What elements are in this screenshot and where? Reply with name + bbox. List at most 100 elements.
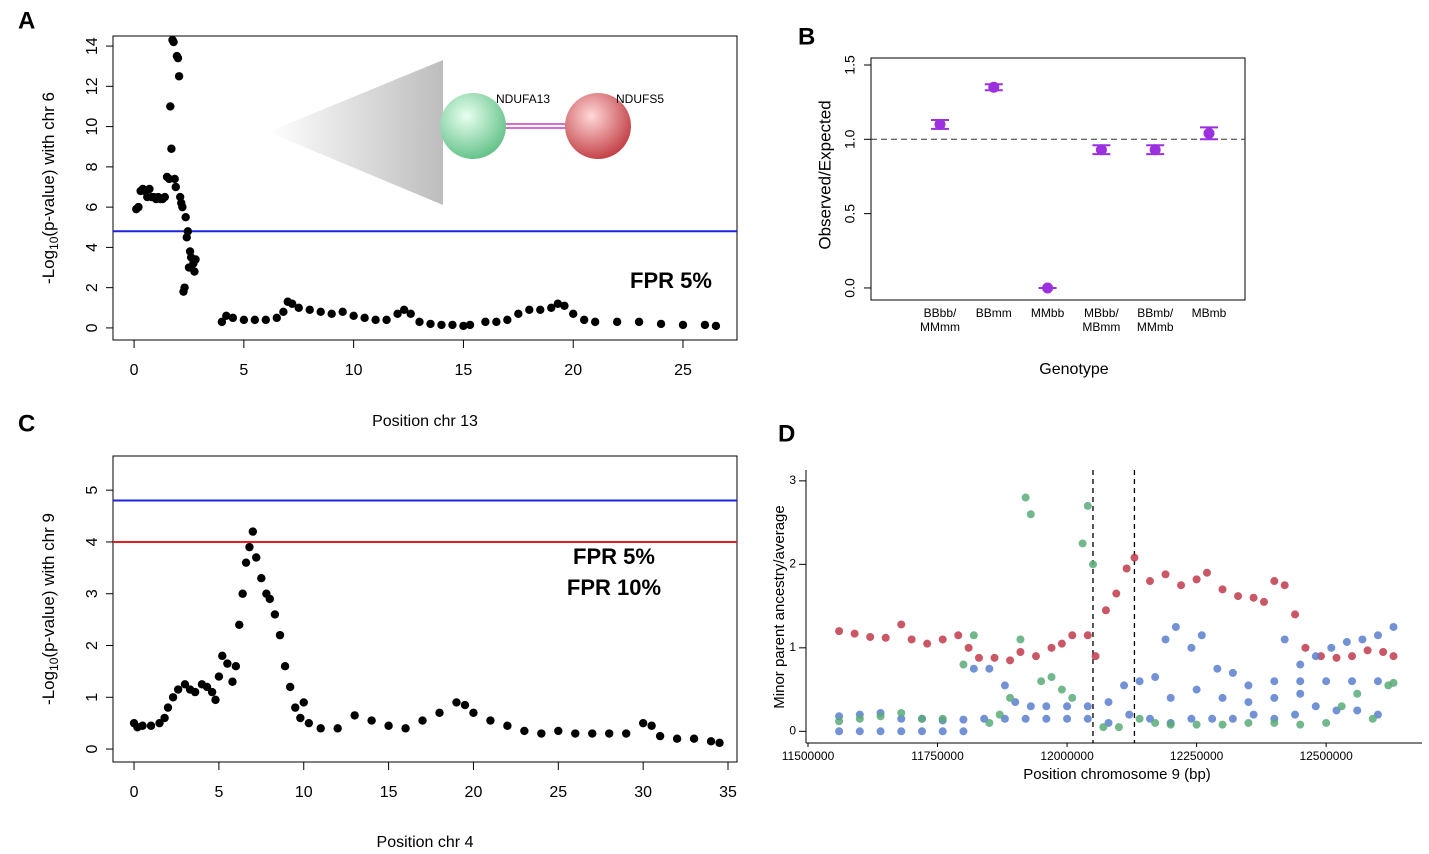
data-point: [959, 660, 968, 669]
data-point: [835, 727, 844, 736]
data-point: [560, 301, 569, 310]
data-point: [938, 635, 947, 644]
data-point: [145, 184, 154, 194]
data-point: [917, 714, 926, 723]
data-point: [1095, 144, 1107, 156]
data-point: [1249, 710, 1258, 719]
x-tick-label: 0: [130, 362, 139, 379]
data-point: [168, 693, 178, 702]
x-axis-title: Position chr 13: [372, 413, 478, 430]
data-point: [180, 680, 190, 689]
data-point: [465, 320, 475, 330]
data-point: [181, 212, 190, 222]
data-point: [1063, 702, 1072, 711]
data-point: [1244, 718, 1253, 727]
data-point: [503, 315, 512, 325]
data-point: [1037, 677, 1046, 686]
data-point: [350, 711, 359, 720]
data-point: [907, 635, 916, 644]
data-point: [1114, 723, 1123, 732]
x-tick-label: BBmm: [976, 306, 1012, 320]
y-tick-label: 1.0: [842, 129, 858, 149]
x-tick-label: 5: [239, 362, 248, 379]
data-point: [1337, 702, 1346, 711]
y-tick-label: 10: [84, 118, 101, 136]
data-point: [218, 651, 227, 661]
x-tick-label: MMmm: [920, 320, 960, 334]
data-point: [401, 724, 410, 733]
y-tick-label: 14: [84, 37, 101, 55]
data-point: [503, 721, 512, 730]
x-tick-label: 12500000: [1299, 749, 1353, 763]
data-point: [138, 721, 147, 730]
data-point: [711, 321, 721, 331]
y-tick-label: 3: [789, 473, 796, 487]
data-point: [1101, 606, 1110, 615]
data-point: [897, 714, 906, 723]
data-point: [969, 664, 978, 673]
data-point: [1363, 646, 1372, 655]
x-axis-title: Position chromosome 9 (bp): [1023, 766, 1211, 783]
data-point: [1270, 718, 1279, 727]
data-point: [612, 317, 622, 327]
data-point: [275, 630, 285, 640]
data-point: [1125, 710, 1134, 719]
data-point: [1104, 698, 1113, 707]
x-tick-label: 15: [380, 784, 398, 801]
y-tick-label: 1.5: [842, 55, 858, 75]
data-point: [231, 662, 241, 671]
data-point: [173, 53, 183, 63]
data-point: [1151, 718, 1160, 727]
x-tick-label: MBmb: [1192, 306, 1227, 320]
data-point: [285, 682, 295, 692]
data-point: [1078, 539, 1087, 548]
data-point: [1112, 589, 1121, 598]
data-point: [349, 311, 358, 321]
y-tick-label: 0.5: [842, 204, 858, 224]
data-point: [1301, 643, 1310, 652]
x-tick-label: 15: [455, 362, 473, 379]
data-point: [514, 309, 523, 319]
panel-label: A: [18, 7, 35, 34]
data-point: [689, 734, 699, 743]
data-point: [1228, 714, 1237, 723]
x-tick-label: MMbb: [1031, 306, 1065, 320]
data-point: [1057, 685, 1066, 694]
x-tick-label: 20: [465, 784, 483, 801]
data-point: [241, 558, 251, 567]
data-point: [1047, 673, 1056, 682]
data-point: [1057, 639, 1066, 648]
threshold-label: FPR 5%: [573, 544, 655, 569]
data-point: [174, 72, 184, 81]
data-point: [1016, 648, 1025, 656]
y-axis-title-part: (p-value) with chr 9: [39, 513, 58, 658]
y-tick-label: 0.0: [842, 278, 858, 298]
data-point: [605, 729, 614, 738]
data-point: [700, 320, 710, 330]
data-point: [270, 610, 280, 619]
y-tick-label: 6: [84, 203, 101, 212]
data-point: [222, 311, 231, 321]
data-point: [338, 307, 347, 317]
data-point: [897, 727, 906, 736]
data-point: [1373, 677, 1382, 686]
data-point: [406, 309, 415, 319]
data-point: [923, 639, 932, 648]
threshold-label: FPR 5%: [630, 268, 712, 293]
data-point: [1348, 677, 1357, 686]
data-point: [228, 313, 238, 323]
x-tick-label: 12000000: [1040, 749, 1094, 763]
data-point: [866, 632, 875, 641]
data-point: [316, 724, 325, 733]
data-point: [1000, 681, 1009, 690]
data-point: [459, 321, 468, 331]
panel-label: B: [798, 23, 815, 50]
data-point: [134, 202, 143, 212]
x-tick-label: 25: [674, 362, 692, 379]
data-point: [647, 721, 656, 730]
y-tick-label: 2: [789, 557, 796, 571]
data-point: [876, 712, 885, 721]
data-point: [167, 144, 176, 153]
data-point: [1332, 653, 1341, 662]
data-point: [1280, 581, 1289, 590]
